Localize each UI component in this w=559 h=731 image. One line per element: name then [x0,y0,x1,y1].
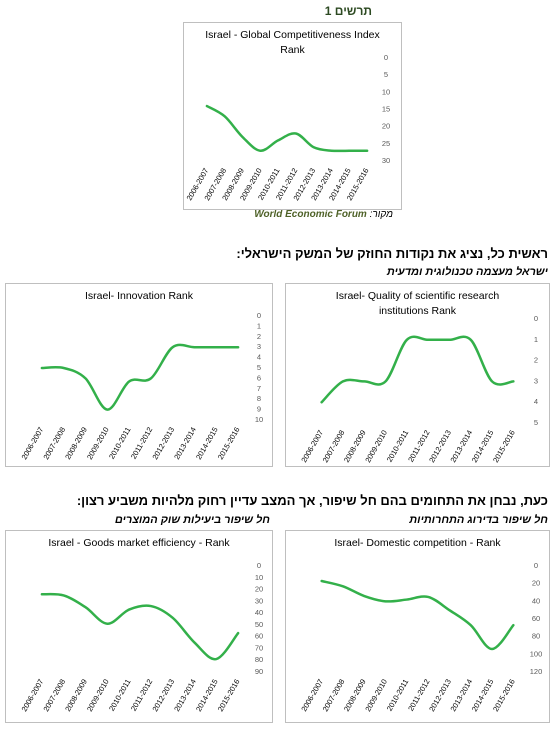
chart-plot: 01020304050607080902006-20072007-2008200… [20,561,264,713]
chart-title: Israel - Goods market efficiency - Rank [48,537,230,549]
y-tick-label: 8 [257,394,261,403]
y-tick-label: 2 [534,356,538,365]
y-tick-label: 20 [382,122,390,131]
chart-plot: 0123456789102006-20072007-20082008-20092… [20,311,264,461]
figure-label: תרשים 1 [324,4,372,18]
x-tick-label: 2015-2016 [216,425,242,461]
subheading: ישראל מעצמה טכנולוגית ומדעית [386,266,548,278]
y-tick-label: 9 [257,405,261,414]
y-tick-label: 0 [534,561,538,570]
y-tick-label: 3 [257,342,261,351]
y-tick-label: 20 [255,585,263,594]
chart: Israel - Goods market efficiency - Rank 0… [5,530,273,723]
source-line: מקור: World Economic Forum [254,209,393,220]
y-tick-label: 6 [257,373,261,382]
chart: Israel- Domestic competition - Rank 0 20 40… [285,530,550,723]
chart-plot: 0123452006-20072007-20082008-20092009-20… [299,314,538,464]
y-tick-label: 0 [257,311,261,320]
data-line [205,104,369,153]
y-tick-label: 30 [382,156,390,165]
y-tick-label: 7 [257,384,261,393]
heading: ראשית כל, נציג את נקודות החוזק של המשק ה… [236,246,548,261]
data-line [40,343,240,411]
y-tick-label: 4 [534,397,538,406]
y-tick-label: 40 [532,596,540,605]
y-tick-label: 10 [255,415,263,424]
y-tick-label: 60 [532,614,540,623]
chart: Israel - Global Competitiveness Index Ra… [183,22,402,210]
chart-plot: 0510152025302006-20072007-20082008-20092… [185,53,391,202]
y-tick-label: 30 [255,596,263,605]
y-tick-label: 90 [255,667,263,676]
y-tick-label: 40 [255,608,263,617]
y-tick-label: 20 [532,579,540,588]
y-tick-label: 5 [257,363,261,372]
chart-plot: 0204060801001202006-20072007-20082008-20… [299,561,543,713]
y-tick-label: 60 [255,632,263,641]
source-label: מקור: [369,209,393,220]
y-tick-label: 1 [534,335,538,344]
x-tick-label: 2015-2016 [216,677,242,713]
y-tick-label: 80 [255,655,263,664]
y-tick-label: 15 [382,104,390,113]
y-tick-label: 3 [534,376,538,385]
chart-title: Israel- Domestic competition - Rank [334,537,501,549]
y-tick-label: 100 [530,649,543,658]
y-tick-label: 5 [534,418,538,427]
y-tick-label: 2 [257,332,261,341]
source: World Economic Forum [254,209,367,220]
y-tick-label: 120 [530,667,543,676]
data-line [40,592,240,661]
y-tick-label: 0 [384,53,388,62]
subheading: חל שיפור בדירוג התחרותיות [409,514,548,526]
y-tick-label: 0 [534,314,538,323]
chart: Israel- Quality of scientific research i… [285,283,550,467]
y-tick-label: 25 [382,139,390,148]
subheading: חל שיפור ביעילות שוק המוצרים [114,514,270,526]
heading: כעת, נבחן את התחומים בהם חל שיפור, אך המ… [76,493,548,508]
chart-title: Israel- Innovation Rank [85,290,193,302]
y-tick-label: 50 [255,620,263,629]
y-tick-label: 80 [532,632,540,641]
data-line [320,579,515,651]
chart-title: Israel- Quality of scientific research i… [335,290,500,317]
y-tick-label: 4 [257,353,261,362]
y-tick-label: 5 [384,70,388,79]
y-tick-label: 1 [257,321,261,330]
chart-title: Israel - Global Competitiveness Index Ra… [205,29,380,56]
y-tick-label: 10 [255,573,263,582]
y-tick-label: 70 [255,643,263,652]
y-tick-label: 0 [257,561,261,570]
data-line [320,335,515,404]
y-tick-label: 10 [382,87,390,96]
chart: Israel- Innovation Rank 0 1 2 3 4 5 6 7 8 9 10 2006-… [5,283,273,467]
